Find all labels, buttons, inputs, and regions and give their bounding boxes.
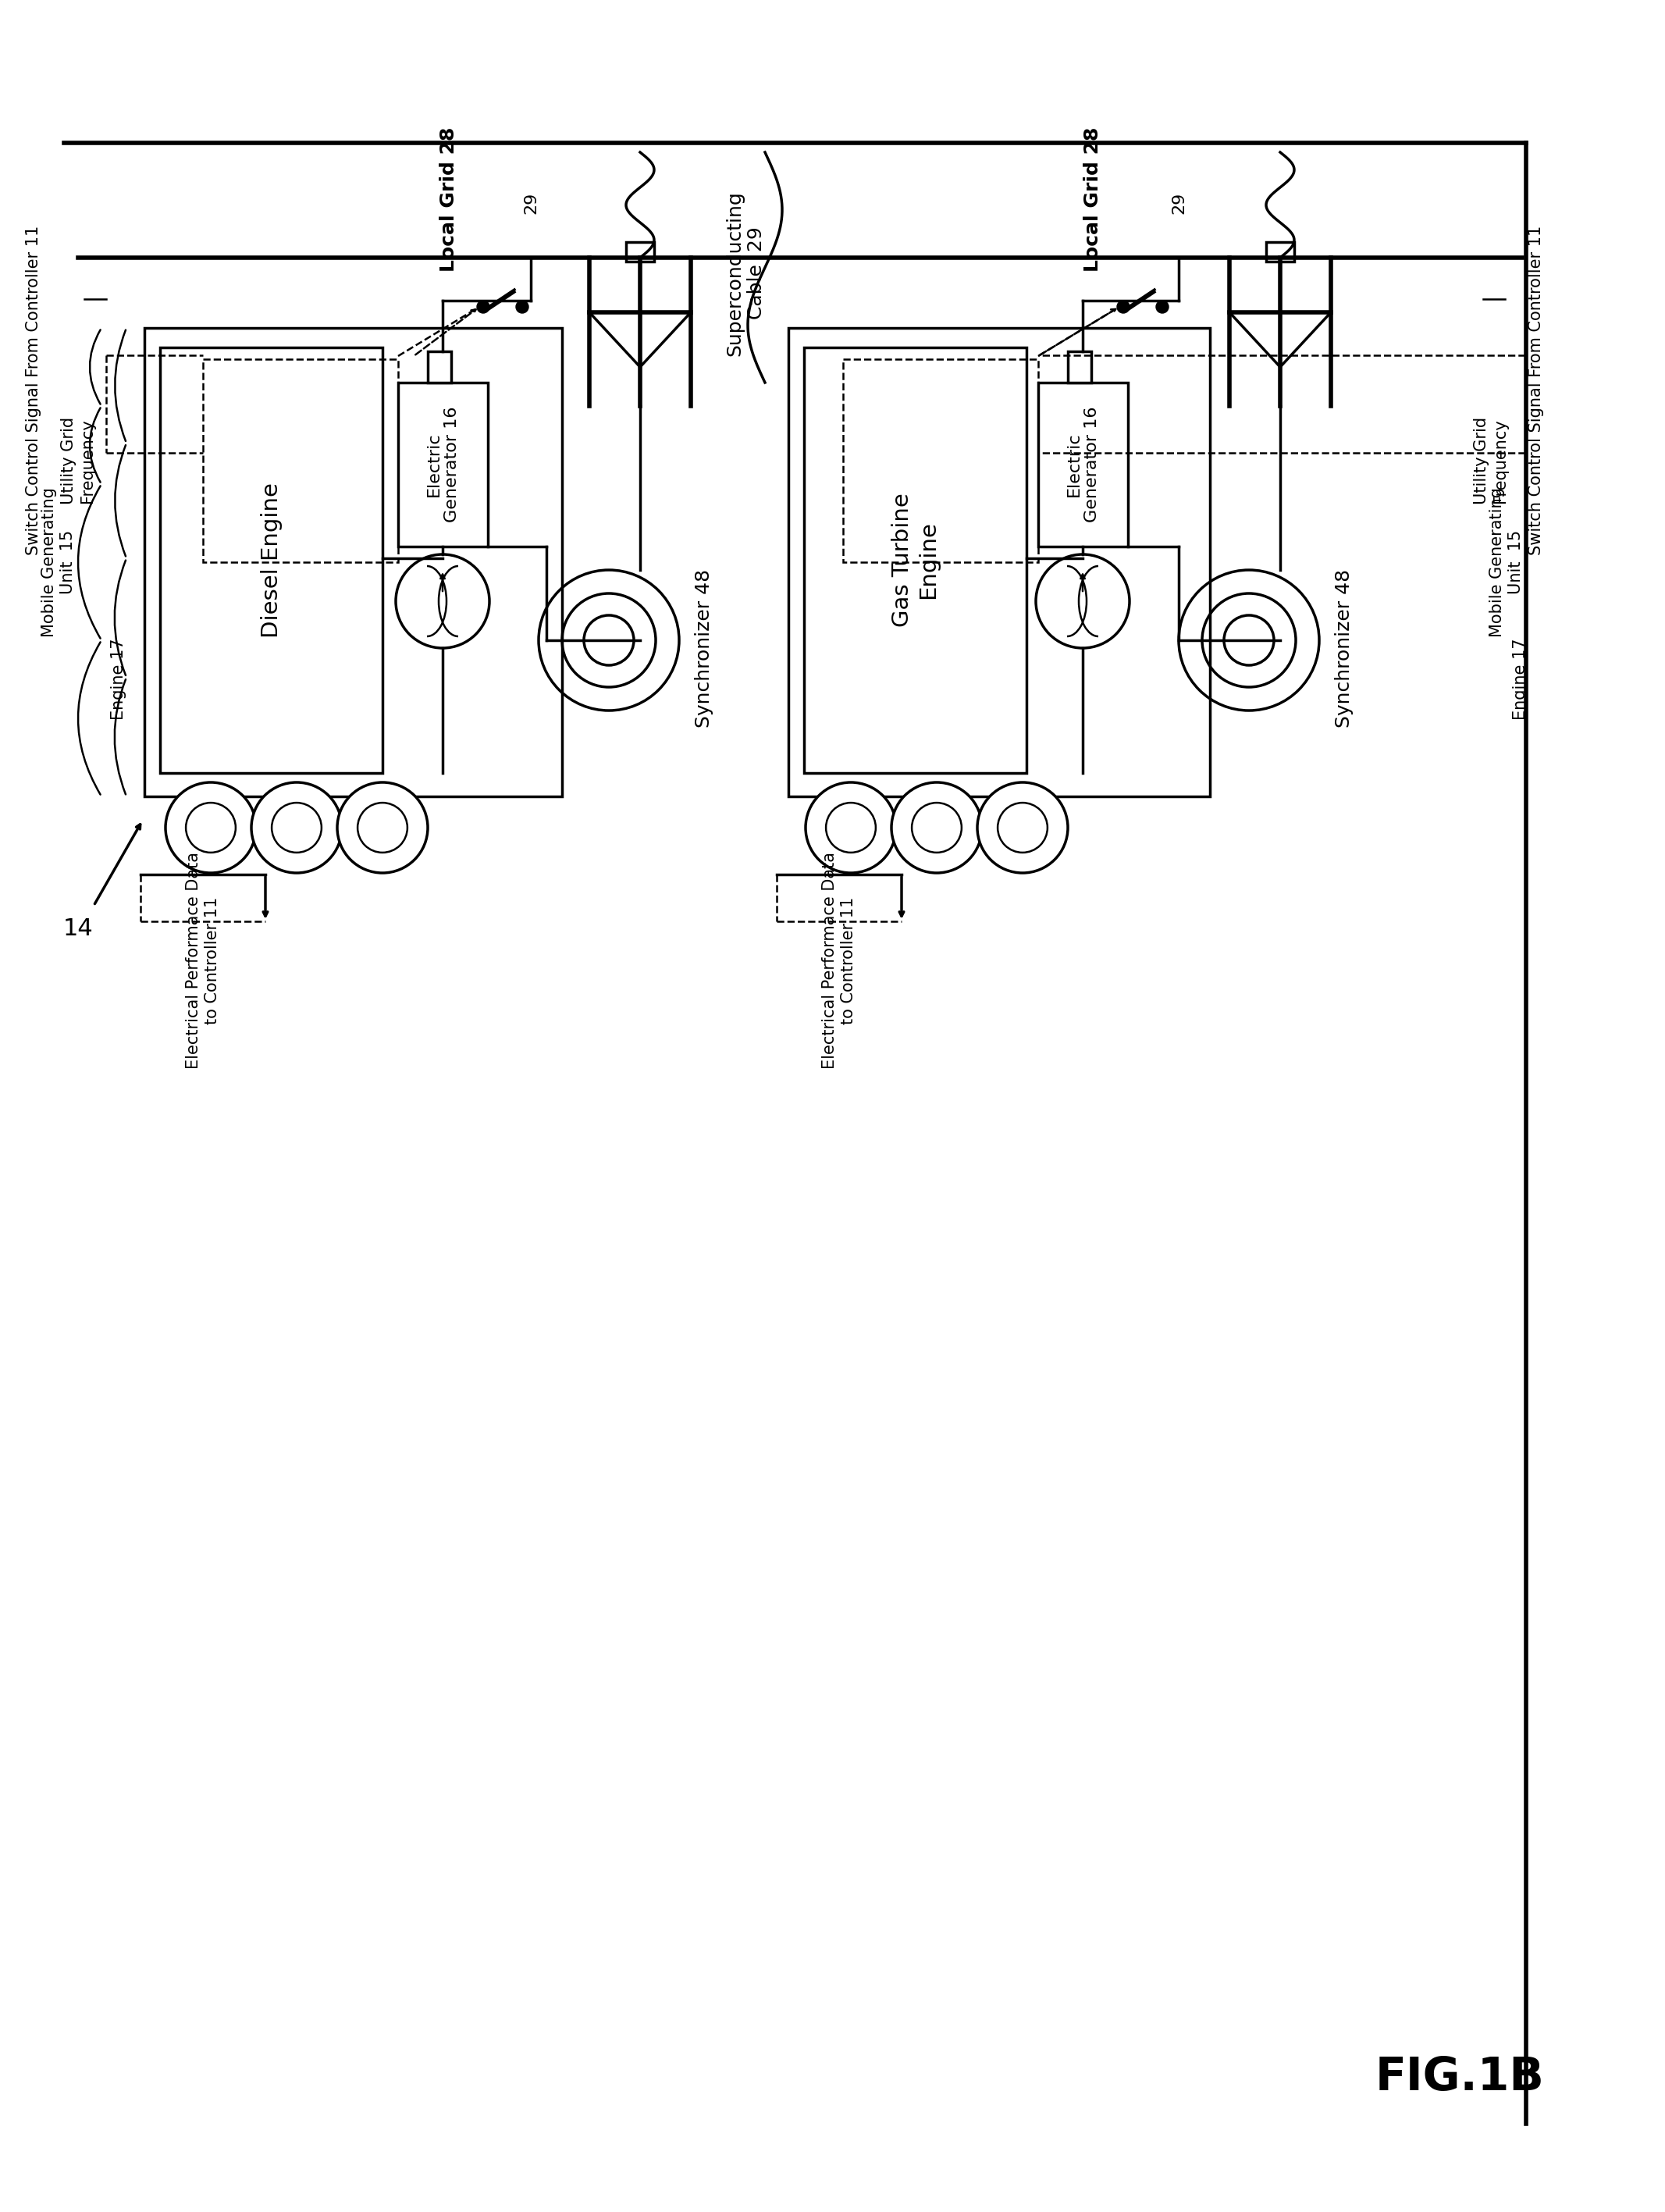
- Circle shape: [1117, 301, 1129, 314]
- Text: Synchronizer 48: Synchronizer 48: [694, 568, 714, 728]
- Bar: [789, 327, 1210, 796]
- Bar: [145, 327, 563, 796]
- Text: Utility Grid
Frequency: Utility Grid Frequency: [62, 416, 95, 504]
- Text: Electric
Generator 16: Electric Generator 16: [426, 407, 460, 522]
- Bar: [1039, 383, 1127, 546]
- Text: 14: 14: [63, 918, 93, 940]
- Bar: [428, 352, 451, 383]
- Text: Switch Control Signal From Controller 11: Switch Control Signal From Controller 11: [1528, 226, 1543, 555]
- Text: Electrical Performace Data
to Controller 11: Electrical Performace Data to Controller…: [186, 852, 220, 1068]
- Bar: [398, 383, 488, 546]
- Text: Utility Grid
Frequency: Utility Grid Frequency: [1474, 416, 1508, 504]
- Circle shape: [891, 783, 982, 874]
- Bar: [842, 358, 1039, 562]
- Text: 29: 29: [523, 192, 538, 215]
- Text: Electric
Generator 16: Electric Generator 16: [1066, 407, 1101, 522]
- Bar: [160, 347, 383, 772]
- Bar: [804, 347, 1027, 772]
- Text: Engine 17: Engine 17: [112, 639, 127, 721]
- Text: Engine 17: Engine 17: [1513, 639, 1528, 721]
- Bar: [1265, 241, 1294, 261]
- Text: Local Grid 28: Local Grid 28: [1084, 126, 1102, 272]
- Text: Synchronizer 48: Synchronizer 48: [1335, 568, 1354, 728]
- Bar: [626, 241, 654, 261]
- Text: FIG.1B: FIG.1B: [1375, 2055, 1545, 2099]
- Circle shape: [338, 783, 428, 874]
- Circle shape: [165, 783, 256, 874]
- Text: Diesel Engine: Diesel Engine: [260, 482, 281, 637]
- Text: Switch Control Signal From Controller 11: Switch Control Signal From Controller 11: [25, 226, 42, 555]
- Text: 29: 29: [1170, 192, 1187, 215]
- Bar: [203, 358, 398, 562]
- Circle shape: [977, 783, 1067, 874]
- Text: Mobile Generating
Unit  15: Mobile Generating Unit 15: [42, 487, 75, 637]
- Text: Mobile Generating
Unit  15: Mobile Generating Unit 15: [1490, 487, 1523, 637]
- Text: Gas Turbine
Engine: Gas Turbine Engine: [892, 493, 939, 628]
- Circle shape: [516, 301, 528, 314]
- Text: Electrical Performace Data
to Controller 11: Electrical Performace Data to Controller…: [823, 852, 856, 1068]
- Text: Superconducting
Cable  29: Superconducting Cable 29: [726, 190, 766, 356]
- Bar: [1067, 352, 1091, 383]
- Circle shape: [1156, 301, 1169, 314]
- Circle shape: [806, 783, 896, 874]
- Circle shape: [251, 783, 341, 874]
- Circle shape: [476, 301, 490, 314]
- Text: Local Grid 28: Local Grid 28: [440, 126, 458, 272]
